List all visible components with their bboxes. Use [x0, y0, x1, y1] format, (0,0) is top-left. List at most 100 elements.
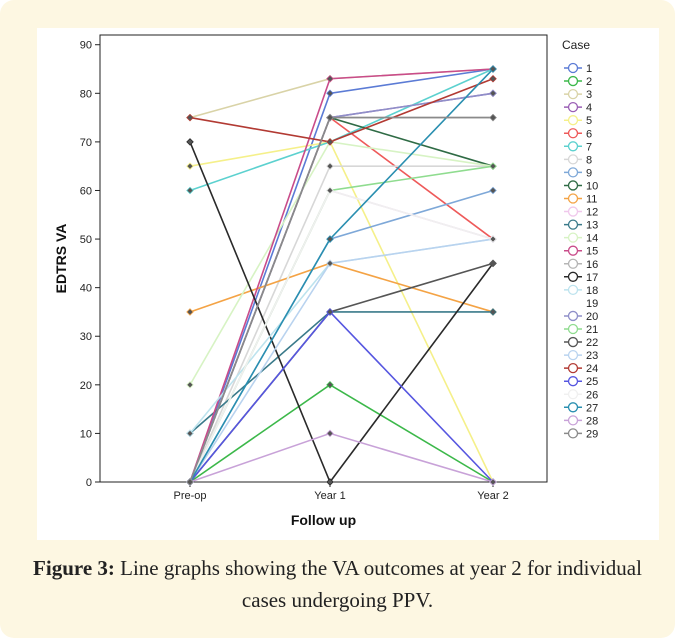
plot-frame — [99, 34, 548, 483]
legend-marker-26 — [567, 389, 579, 400]
series-point-8 — [326, 162, 334, 170]
x-tick-label: Year 1 — [314, 490, 345, 502]
legend-label-7: 7 — [586, 141, 592, 153]
series-point-29 — [326, 113, 334, 122]
legend-marker-17 — [567, 271, 579, 282]
legend-marker-14 — [567, 232, 579, 243]
x-tick-label: Pre-op — [173, 490, 206, 502]
legend-label-24: 24 — [586, 363, 598, 375]
legend-marker-15 — [567, 245, 579, 256]
series-point-5 — [186, 162, 194, 170]
legend-label-16: 16 — [586, 259, 598, 271]
y-tick-label: 30 — [80, 331, 92, 343]
legend-marker-18 — [567, 284, 579, 296]
legend-marker-4 — [567, 102, 579, 113]
series-point-23 — [326, 259, 334, 268]
series-point-26 — [489, 235, 497, 243]
series-point-17 — [186, 138, 194, 146]
y-tick-label: 40 — [80, 283, 92, 295]
legend-label-5: 5 — [586, 115, 592, 127]
legend-marker-9 — [567, 167, 579, 178]
legend-label-12: 12 — [586, 207, 598, 219]
legend-marker-22 — [567, 336, 579, 348]
legend-label-25: 25 — [586, 376, 598, 388]
legend-title: Case — [562, 38, 590, 52]
legend-label-2: 2 — [586, 76, 592, 88]
caption-text: Line graphs showing the VA outcomes at y… — [120, 556, 642, 612]
legend-marker-3 — [567, 88, 579, 100]
legend-marker-11 — [567, 193, 579, 204]
series-point-17 — [326, 478, 334, 486]
legend-label-28: 28 — [586, 415, 598, 427]
legend-label-21: 21 — [586, 324, 598, 336]
legend-label-11: 11 — [586, 194, 597, 206]
legend-label-27: 27 — [586, 402, 598, 414]
legend-marker-21 — [567, 323, 579, 335]
legend-marker-25 — [567, 376, 579, 387]
legend-marker-5 — [567, 115, 579, 126]
legend-label-19: 19 — [586, 298, 598, 310]
legend-label-20: 20 — [586, 311, 598, 323]
series-point-2 — [326, 381, 334, 389]
legend-label-29: 29 — [586, 428, 598, 440]
series-point-24 — [186, 113, 194, 122]
series-point-11 — [186, 308, 194, 316]
y-tick-label: 50 — [80, 234, 92, 246]
legend-marker-20 — [567, 310, 579, 322]
legend-label-9: 9 — [586, 167, 592, 179]
series-point-18 — [186, 429, 194, 438]
legend-label-4: 4 — [586, 102, 592, 114]
series-point-29 — [186, 478, 194, 486]
x-axis-label: Follow up — [291, 512, 356, 528]
legend-label-14: 14 — [586, 233, 598, 245]
legend-marker-28 — [567, 415, 579, 426]
y-tick-label: 80 — [80, 88, 92, 100]
legend-marker-10 — [567, 180, 579, 191]
y-axis-label: EDTRS VA — [53, 224, 69, 294]
series-point-7 — [186, 186, 194, 195]
series-point-14 — [186, 381, 194, 389]
legend-label-8: 8 — [586, 154, 592, 166]
legend-label-6: 6 — [586, 128, 592, 140]
series-point-29 — [489, 113, 497, 122]
legend-label-18: 18 — [586, 285, 598, 297]
legend-marker-2 — [567, 75, 579, 87]
legend-label-1: 1 — [586, 63, 592, 75]
y-tick-label: 70 — [80, 137, 92, 149]
legend-label-3: 3 — [586, 89, 592, 101]
series-point-28 — [326, 429, 334, 438]
figure-caption: Figure 3: Line graphs showing the VA out… — [20, 552, 655, 616]
legend-marker-23 — [567, 349, 579, 361]
series-point-26 — [326, 186, 334, 195]
series-point-1 — [326, 89, 334, 98]
legend-marker-12 — [567, 206, 579, 217]
legend-marker-27 — [567, 402, 579, 413]
series-point-27 — [489, 65, 497, 73]
legend-marker-1 — [567, 62, 579, 74]
y-tick-label: 0 — [86, 477, 92, 489]
legend-label-15: 15 — [586, 246, 598, 258]
legend-marker-8 — [567, 154, 579, 165]
legend-label-17: 17 — [586, 272, 598, 284]
series-point-27 — [326, 235, 334, 243]
series-point-24 — [326, 138, 334, 146]
legend-marker-29 — [567, 428, 579, 439]
y-tick-label: 10 — [80, 428, 92, 440]
legend-label-22: 22 — [586, 337, 598, 349]
series-point-21 — [489, 162, 497, 170]
legend-marker-7 — [567, 141, 579, 152]
series-point-15 — [326, 74, 334, 83]
series-point-24 — [489, 74, 497, 83]
legend-label-23: 23 — [586, 350, 598, 362]
y-tick-label: 20 — [80, 380, 92, 392]
legend-marker-16 — [567, 258, 579, 269]
series-point-13 — [489, 308, 497, 316]
legend-label-10: 10 — [586, 180, 598, 192]
series-point-9 — [489, 186, 497, 195]
legend-label-26: 26 — [586, 389, 598, 401]
series-point-28 — [489, 478, 497, 486]
caption-label: Figure 3: — [33, 556, 115, 580]
y-tick-label: 90 — [80, 40, 92, 52]
